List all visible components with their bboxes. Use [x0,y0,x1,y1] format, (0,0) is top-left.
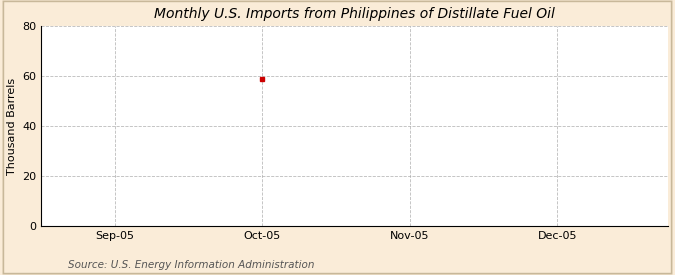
Title: Monthly U.S. Imports from Philippines of Distillate Fuel Oil: Monthly U.S. Imports from Philippines of… [154,7,555,21]
Y-axis label: Thousand Barrels: Thousand Barrels [7,78,17,175]
Text: Source: U.S. Energy Information Administration: Source: U.S. Energy Information Administ… [68,260,314,270]
